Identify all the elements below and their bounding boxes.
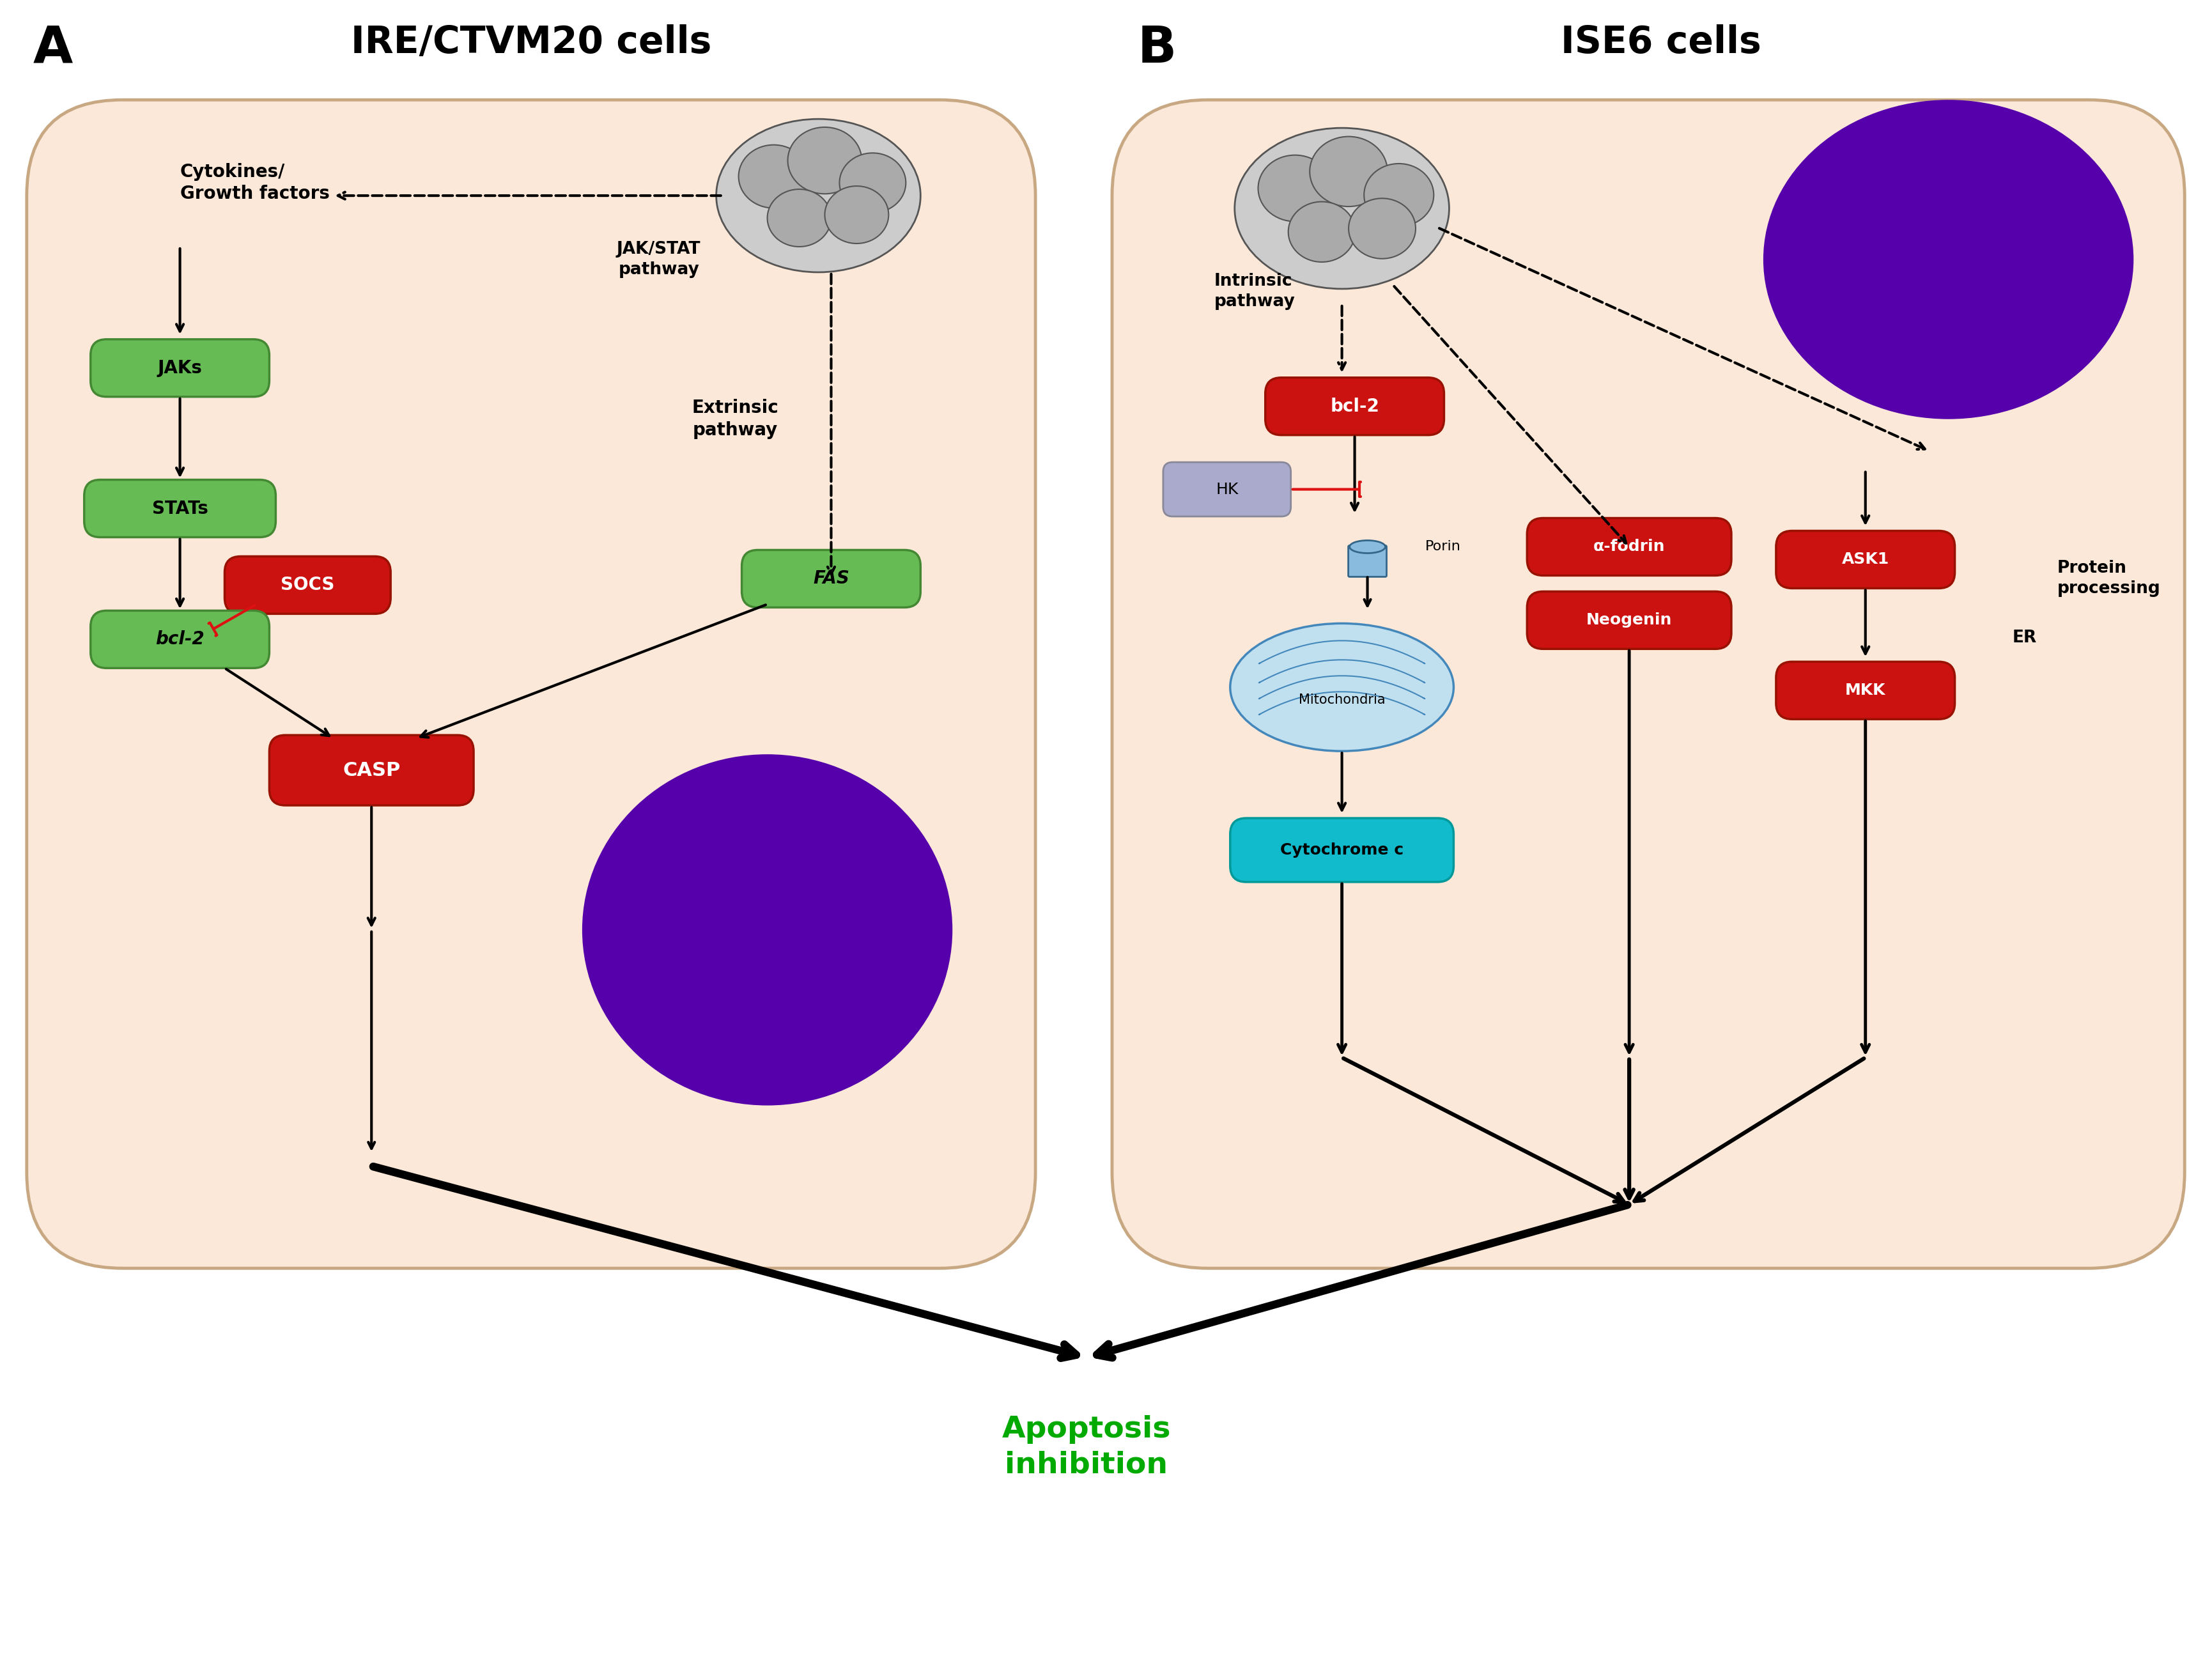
FancyBboxPatch shape — [1526, 518, 1732, 576]
Text: JAK/STAT
pathway: JAK/STAT pathway — [617, 241, 701, 278]
FancyBboxPatch shape — [1776, 661, 1955, 719]
Text: Cytochrome c: Cytochrome c — [1281, 842, 1405, 857]
Ellipse shape — [838, 153, 907, 213]
Ellipse shape — [582, 754, 953, 1106]
FancyBboxPatch shape — [226, 556, 392, 614]
Ellipse shape — [1763, 100, 2135, 420]
Text: ER: ER — [2013, 629, 2037, 646]
Ellipse shape — [1310, 137, 1387, 206]
Text: FAS: FAS — [814, 569, 849, 588]
Text: Intrinsic
pathway: Intrinsic pathway — [1214, 273, 1296, 310]
Text: Neogenin: Neogenin — [1586, 613, 1672, 628]
Text: Protein
processing: Protein processing — [2057, 559, 2161, 598]
FancyBboxPatch shape — [1164, 463, 1292, 516]
Ellipse shape — [768, 190, 832, 246]
Text: ASK1: ASK1 — [1843, 551, 1889, 568]
Text: ISE6 cells: ISE6 cells — [1562, 25, 1761, 60]
Text: SOCS: SOCS — [281, 576, 334, 594]
Ellipse shape — [825, 186, 889, 243]
Text: Cytokines/
Growth factors: Cytokines/ Growth factors — [179, 163, 330, 203]
FancyBboxPatch shape — [741, 549, 920, 608]
Ellipse shape — [1365, 163, 1433, 226]
Ellipse shape — [1349, 541, 1385, 553]
Text: JAKs: JAKs — [157, 360, 201, 376]
Text: α-fodrin: α-fodrin — [1593, 539, 1666, 554]
Text: STATs: STATs — [153, 500, 208, 518]
Text: bcl-2: bcl-2 — [155, 631, 204, 648]
Text: bcl-2: bcl-2 — [1329, 398, 1380, 415]
Text: CASP: CASP — [343, 761, 400, 779]
Ellipse shape — [717, 118, 920, 273]
FancyBboxPatch shape — [27, 100, 1035, 1269]
FancyBboxPatch shape — [1526, 591, 1732, 649]
Ellipse shape — [1234, 128, 1449, 288]
FancyBboxPatch shape — [1776, 531, 1955, 588]
Text: IRE/CTVM20 cells: IRE/CTVM20 cells — [352, 25, 712, 60]
Text: B: B — [1137, 23, 1177, 73]
Text: A: A — [33, 23, 73, 73]
Ellipse shape — [739, 145, 810, 208]
Text: MKK: MKK — [1845, 683, 1885, 698]
FancyBboxPatch shape — [1349, 546, 1387, 576]
Ellipse shape — [1287, 201, 1356, 261]
FancyBboxPatch shape — [1230, 818, 1453, 882]
Ellipse shape — [1259, 155, 1332, 221]
Text: Apoptosis
inhibition: Apoptosis inhibition — [1002, 1415, 1170, 1479]
FancyBboxPatch shape — [1265, 378, 1444, 435]
FancyBboxPatch shape — [84, 480, 276, 538]
Text: HK: HK — [1217, 481, 1239, 496]
Text: Mitochondria: Mitochondria — [1298, 694, 1385, 706]
Ellipse shape — [1230, 623, 1453, 751]
Text: Extrinsic
pathway: Extrinsic pathway — [692, 400, 779, 440]
Ellipse shape — [1349, 198, 1416, 258]
FancyBboxPatch shape — [91, 611, 270, 668]
Ellipse shape — [787, 127, 863, 193]
FancyBboxPatch shape — [270, 736, 473, 806]
FancyBboxPatch shape — [91, 340, 270, 396]
Text: Porin: Porin — [1425, 541, 1460, 553]
FancyBboxPatch shape — [1113, 100, 2185, 1269]
